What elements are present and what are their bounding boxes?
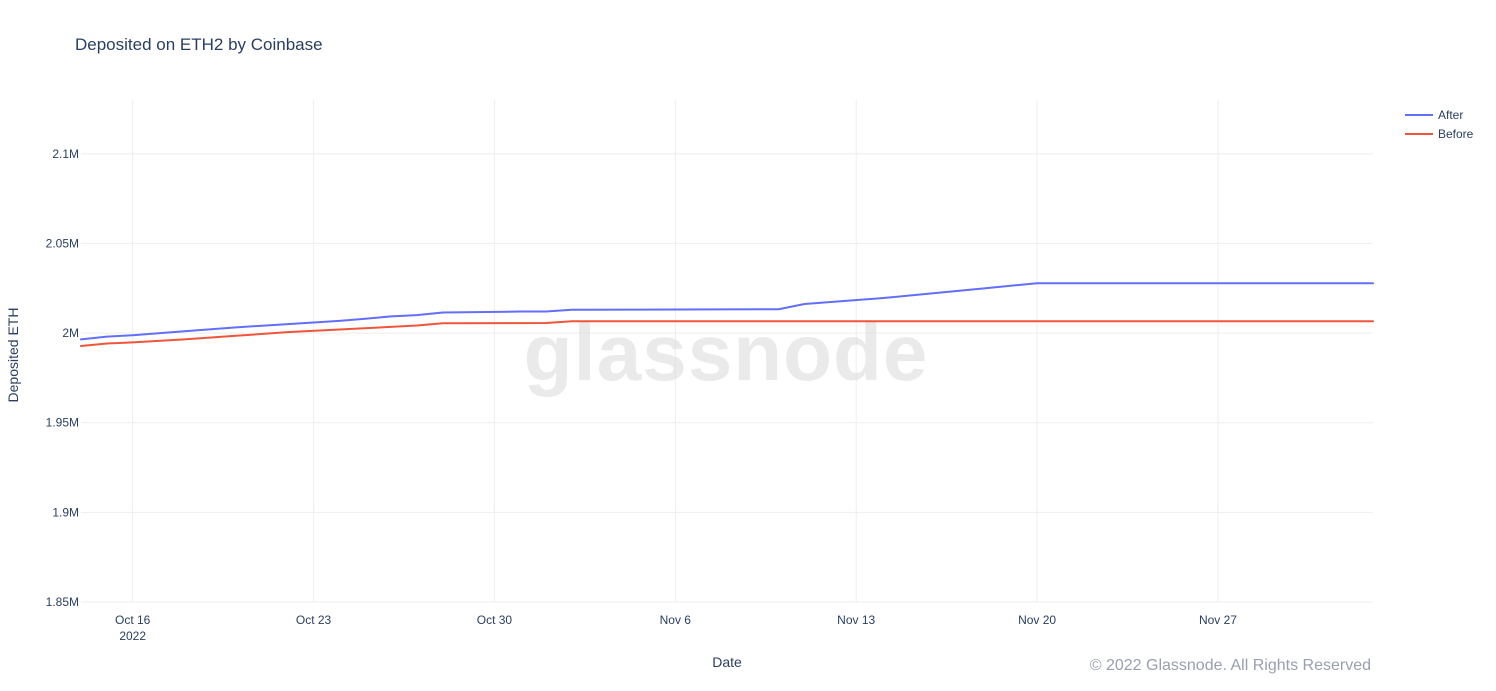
y-tick-label: 2M	[62, 326, 79, 340]
x-tick-label: Nov 6	[660, 613, 692, 627]
y-tick-label: 2.05M	[46, 236, 79, 250]
plot-area	[81, 100, 1373, 602]
x-tick-label: Nov 27	[1199, 613, 1237, 627]
grid	[81, 100, 1373, 603]
legend-label-after: After	[1438, 108, 1463, 122]
x-tick-label: Nov 20	[1018, 613, 1056, 627]
x-tick-label: Nov 13	[837, 613, 875, 627]
series-line-before	[80, 320, 1374, 347]
x-tick-label: Oct 23	[296, 613, 332, 627]
watermark: glassnode	[524, 308, 929, 397]
series-line-after	[80, 282, 1374, 341]
y-tick-label: 1.85M	[46, 595, 79, 609]
x-axis-ticks: Oct 16 2022 Oct 23 Oct 30 Nov 6 Nov 13 Nov 20 N…	[115, 613, 1237, 643]
y-tick-label: 1.95M	[46, 416, 79, 430]
series-lines	[80, 282, 1374, 347]
legend: After Before	[1405, 108, 1474, 141]
legend-label-before: Before	[1438, 127, 1474, 141]
y-axis-ticks: 1.85M 1.9M 1.95M 2M 2.05M 2.1M	[46, 147, 79, 609]
y-axis-title: Deposited ETH	[5, 308, 21, 403]
x-tick-label: Oct 16	[115, 613, 151, 627]
y-tick-label: 1.9M	[52, 505, 79, 519]
y-tick-label: 2.1M	[52, 147, 79, 161]
chart-title: Deposited on ETH2 by Coinbase	[75, 35, 323, 54]
x-axis-title: Date	[712, 654, 742, 670]
x-tick-label: Oct 30	[477, 613, 513, 627]
x-tick-year-label: 2022	[119, 629, 146, 643]
copyright-notice: © 2022 Glassnode. All Rights Reserved	[1090, 657, 1371, 674]
